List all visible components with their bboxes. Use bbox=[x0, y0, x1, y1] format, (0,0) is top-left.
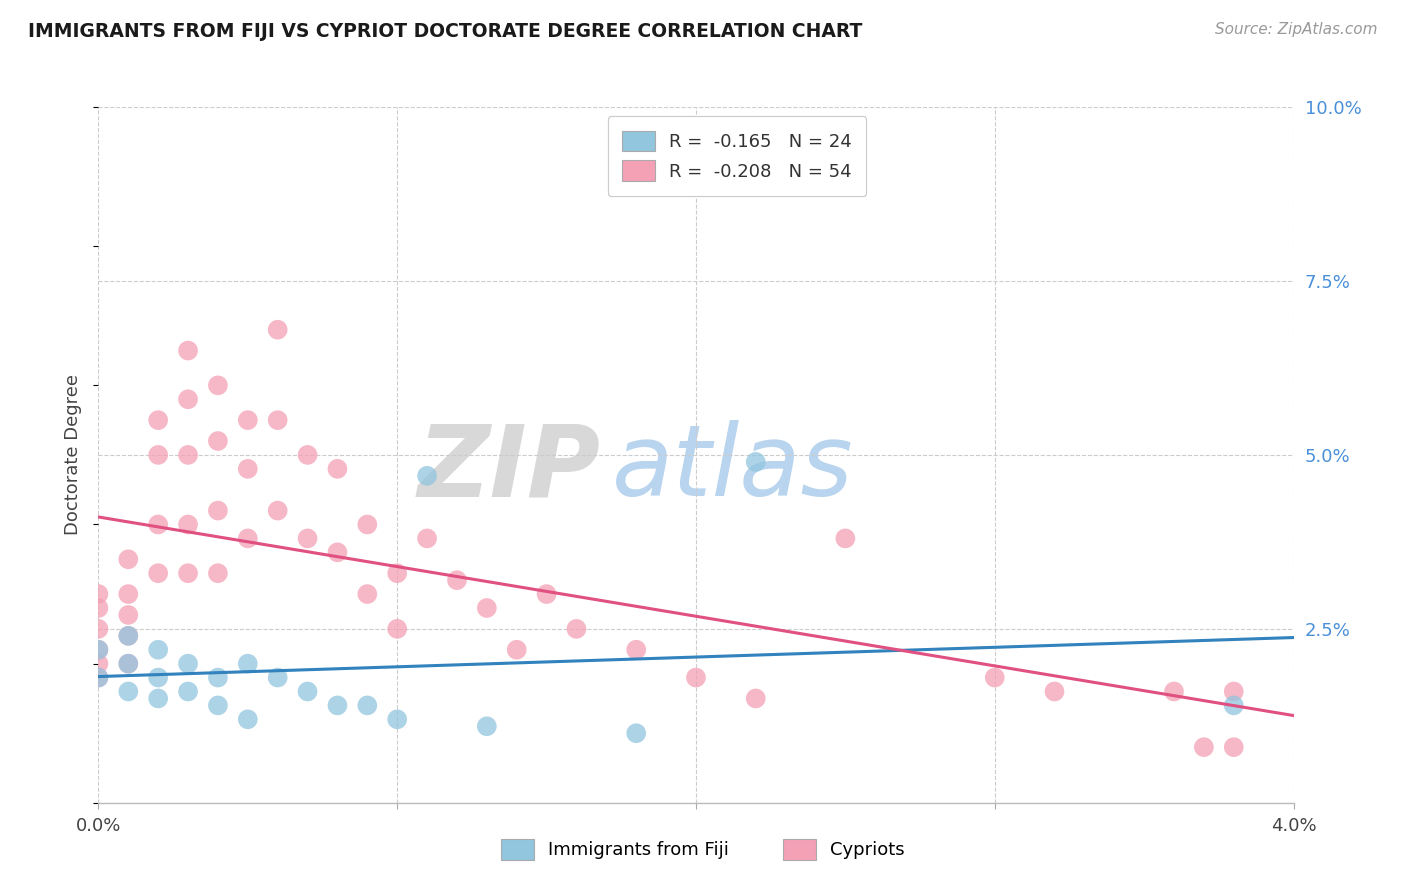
Point bbox=[87, 642, 110, 657]
Point bbox=[685, 671, 707, 685]
Point bbox=[87, 671, 110, 685]
Point bbox=[207, 566, 229, 581]
Point bbox=[236, 712, 259, 726]
Text: IMMIGRANTS FROM FIJI VS CYPRIOT DOCTORATE DEGREE CORRELATION CHART: IMMIGRANTS FROM FIJI VS CYPRIOT DOCTORAT… bbox=[28, 22, 862, 41]
Point bbox=[385, 566, 409, 581]
Point bbox=[536, 587, 558, 601]
Point bbox=[236, 413, 259, 427]
Point bbox=[326, 698, 349, 713]
Point bbox=[87, 642, 110, 657]
Point bbox=[267, 671, 290, 685]
Point bbox=[267, 413, 290, 427]
Text: Source: ZipAtlas.com: Source: ZipAtlas.com bbox=[1215, 22, 1378, 37]
Point bbox=[117, 629, 139, 643]
Point bbox=[87, 587, 110, 601]
Point bbox=[297, 684, 319, 698]
Point bbox=[475, 719, 498, 733]
Point bbox=[326, 545, 349, 559]
Point bbox=[87, 671, 110, 685]
Point bbox=[297, 532, 319, 546]
Point bbox=[385, 712, 409, 726]
Point bbox=[1222, 740, 1246, 755]
Point bbox=[1222, 698, 1246, 713]
Point bbox=[117, 607, 139, 622]
Point bbox=[148, 448, 170, 462]
Point bbox=[416, 532, 439, 546]
Point bbox=[177, 657, 200, 671]
Point bbox=[207, 378, 229, 392]
Point bbox=[207, 503, 229, 517]
Point bbox=[983, 671, 1005, 685]
Point bbox=[117, 629, 139, 643]
Point bbox=[297, 448, 319, 462]
Point bbox=[177, 448, 200, 462]
Point bbox=[87, 657, 110, 671]
Point bbox=[148, 517, 170, 532]
Point bbox=[1163, 684, 1185, 698]
Point bbox=[87, 622, 110, 636]
Point bbox=[148, 671, 170, 685]
Point bbox=[506, 642, 529, 657]
Point bbox=[207, 671, 229, 685]
Text: atlas: atlas bbox=[613, 420, 853, 517]
Legend: R =  -0.165   N = 24, R =  -0.208   N = 54: R = -0.165 N = 24, R = -0.208 N = 54 bbox=[607, 116, 866, 195]
Point bbox=[416, 468, 439, 483]
Point bbox=[326, 462, 349, 476]
Point bbox=[148, 642, 170, 657]
Point bbox=[624, 726, 647, 740]
Point bbox=[565, 622, 588, 636]
Point bbox=[207, 698, 229, 713]
Legend: Immigrants from Fiji, Cypriots: Immigrants from Fiji, Cypriots bbox=[486, 824, 920, 874]
Point bbox=[148, 691, 170, 706]
Point bbox=[745, 455, 768, 469]
Point bbox=[177, 566, 200, 581]
Point bbox=[87, 601, 110, 615]
Point bbox=[1222, 684, 1246, 698]
Point bbox=[267, 503, 290, 517]
Point bbox=[267, 323, 290, 337]
Point bbox=[117, 552, 139, 566]
Point bbox=[236, 657, 259, 671]
Point bbox=[117, 587, 139, 601]
Point bbox=[177, 684, 200, 698]
Point bbox=[177, 392, 200, 407]
Point bbox=[148, 566, 170, 581]
Point bbox=[356, 698, 378, 713]
Point bbox=[148, 413, 170, 427]
Y-axis label: Doctorate Degree: Doctorate Degree bbox=[65, 375, 83, 535]
Point bbox=[356, 517, 378, 532]
Point bbox=[117, 657, 139, 671]
Point bbox=[446, 573, 468, 587]
Point bbox=[475, 601, 498, 615]
Point bbox=[177, 517, 200, 532]
Point bbox=[117, 657, 139, 671]
Point bbox=[177, 343, 200, 358]
Point bbox=[385, 622, 409, 636]
Point bbox=[834, 532, 856, 546]
Point bbox=[236, 462, 259, 476]
Point bbox=[745, 691, 768, 706]
Text: ZIP: ZIP bbox=[418, 420, 600, 517]
Point bbox=[356, 587, 378, 601]
Point bbox=[236, 532, 259, 546]
Point bbox=[207, 434, 229, 448]
Point bbox=[624, 642, 647, 657]
Point bbox=[1192, 740, 1215, 755]
Point bbox=[1043, 684, 1066, 698]
Point bbox=[117, 684, 139, 698]
